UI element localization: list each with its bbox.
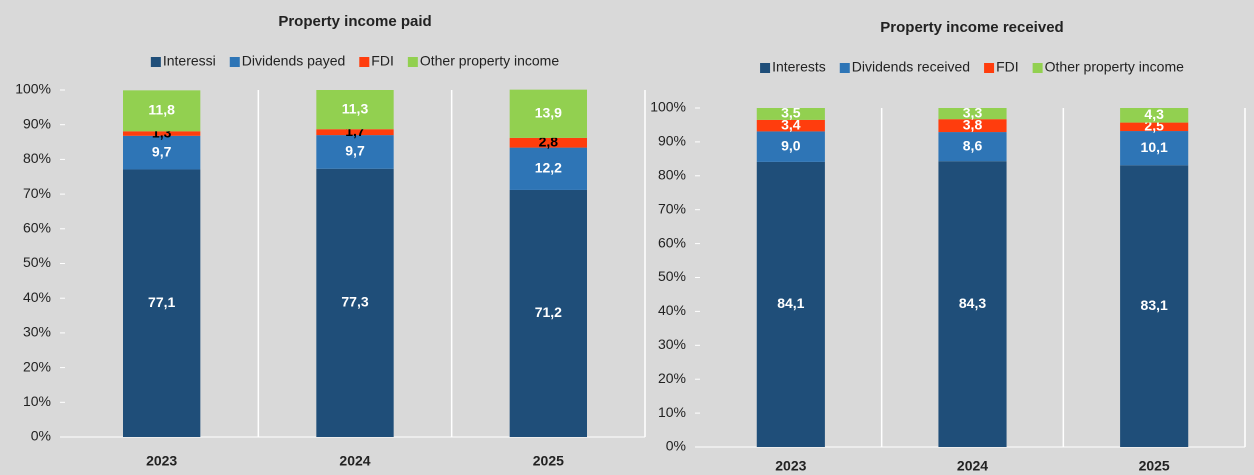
data-label: 3,8 xyxy=(963,116,983,132)
y-tick-label: 60% xyxy=(658,234,686,250)
y-tick-label: 100% xyxy=(650,99,686,115)
bar-segment xyxy=(756,161,825,447)
bar-segment xyxy=(316,135,394,169)
data-label: 84,3 xyxy=(959,295,986,311)
y-tick-label: 90% xyxy=(23,115,51,131)
bar-segment xyxy=(123,169,201,437)
data-label: 71,2 xyxy=(535,304,562,320)
legend-label: Other property income xyxy=(1045,59,1184,75)
bar-segment xyxy=(509,189,587,437)
bar-segment xyxy=(509,89,587,138)
legend: Interessi Dividends payed FDI Other propert… xyxy=(150,53,559,69)
legend-swatch xyxy=(229,57,240,67)
chart-title: Property income received xyxy=(880,19,1063,36)
data-label: 9,7 xyxy=(152,143,172,159)
x-tick-label: 2023 xyxy=(146,453,177,469)
legend-label: Dividends received xyxy=(852,59,970,75)
data-label: 84,1 xyxy=(777,295,804,311)
y-tick-label: 80% xyxy=(658,167,686,183)
bar-segment xyxy=(756,131,825,162)
y-tick-label: 10% xyxy=(23,393,51,409)
chart-title: Property income paid xyxy=(278,13,431,30)
data-label: 11,8 xyxy=(148,102,175,118)
legend-swatch xyxy=(150,57,161,67)
y-tick-label: 80% xyxy=(23,150,51,166)
bar-segment xyxy=(316,129,394,136)
legend-label: Dividends payed xyxy=(242,53,346,69)
y-tick-label: 70% xyxy=(23,185,51,201)
y-tick-label: 70% xyxy=(658,200,686,216)
data-label: 8,6 xyxy=(963,137,983,153)
legend-swatch xyxy=(984,63,995,73)
legend-label: Other property income xyxy=(420,53,559,69)
y-tick-label: 40% xyxy=(23,289,51,305)
data-label: 83,1 xyxy=(1141,297,1168,313)
legend-label: FDI xyxy=(371,53,394,69)
y-tick-label: 10% xyxy=(658,404,686,420)
bar-segment xyxy=(1120,108,1189,123)
data-label: 3,3 xyxy=(963,104,983,120)
y-tick-label: 40% xyxy=(658,302,686,318)
data-label: 77,3 xyxy=(341,294,368,310)
legend-label: FDI xyxy=(996,59,1019,75)
bar-segment xyxy=(123,131,201,136)
data-label: 13,9 xyxy=(535,104,562,120)
legend-label: Interests xyxy=(772,59,826,75)
x-tick-label: 2023 xyxy=(775,458,806,474)
legend-label: Interessi xyxy=(163,53,216,69)
bar-segment xyxy=(1120,165,1189,447)
bar-segment xyxy=(756,108,825,120)
legend-swatch xyxy=(1032,63,1043,73)
bar-segment xyxy=(316,168,394,438)
x-tick-label: 2024 xyxy=(957,458,988,474)
x-tick-label: 2024 xyxy=(339,453,370,469)
y-tick-label: 50% xyxy=(23,254,51,270)
data-label: 9,0 xyxy=(781,137,801,153)
data-label: 9,7 xyxy=(345,143,365,159)
bar-segment xyxy=(1120,131,1189,166)
bar-segment xyxy=(316,90,394,130)
data-label: 3,4 xyxy=(781,116,801,132)
bar-segment xyxy=(756,119,825,132)
y-tick-label: 50% xyxy=(658,268,686,284)
data-label: 3,5 xyxy=(781,105,801,121)
y-tick-label: 30% xyxy=(658,336,686,352)
x-tick-label: 2025 xyxy=(533,453,564,469)
y-tick-label: 60% xyxy=(23,220,51,236)
y-tick-label: 100% xyxy=(15,81,51,97)
y-tick-label: 90% xyxy=(658,133,686,149)
y-tick-label: 20% xyxy=(23,358,51,374)
bar-segment xyxy=(938,132,1007,162)
data-label: 4,3 xyxy=(1144,106,1164,122)
bar-segment xyxy=(123,135,201,170)
bar-segment xyxy=(509,137,587,148)
y-tick-label: 0% xyxy=(31,428,51,444)
legend: Interests Dividends received FDI Other prop… xyxy=(760,59,1184,75)
data-label: 10,1 xyxy=(1141,139,1168,155)
bar-segment xyxy=(1120,122,1189,132)
bar-segment xyxy=(509,147,587,190)
legend-swatch xyxy=(359,57,370,67)
legend-swatch xyxy=(407,57,418,67)
data-label: 12,2 xyxy=(535,159,562,175)
bar-segment xyxy=(938,161,1007,447)
legend-swatch xyxy=(760,63,771,73)
y-tick-label: 30% xyxy=(23,324,51,340)
y-tick-label: 20% xyxy=(658,370,686,386)
legend-swatch xyxy=(839,63,850,73)
y-tick-label: 0% xyxy=(666,438,686,454)
bar-segment xyxy=(123,90,201,132)
bar-segment xyxy=(938,119,1007,133)
data-label: 11,3 xyxy=(342,100,369,116)
x-tick-label: 2025 xyxy=(1139,458,1170,474)
bar-segment xyxy=(938,108,1007,120)
data-label: 77,1 xyxy=(148,294,175,310)
